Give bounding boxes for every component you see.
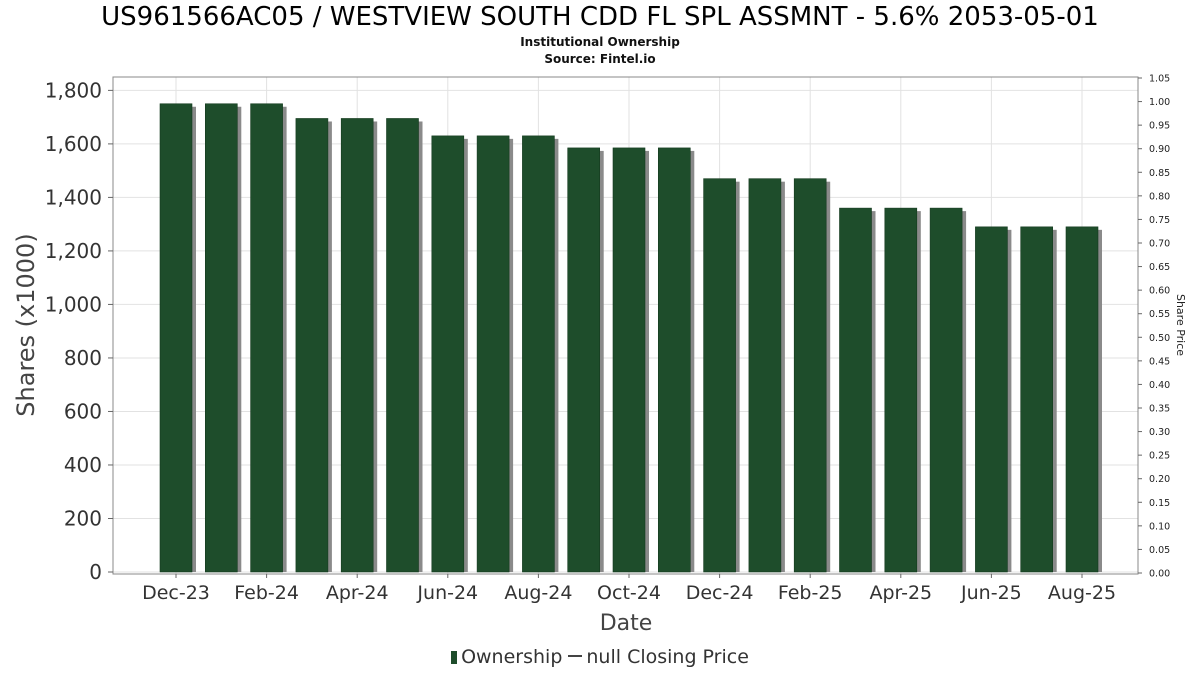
- x-tick-label: Aug-25: [1048, 582, 1116, 604]
- ownership-bar: [1065, 226, 1099, 573]
- ownership-bar: [884, 207, 918, 573]
- y-tick-label: 1,200: [45, 239, 102, 263]
- y2-tick-label: 0.80: [1149, 191, 1170, 202]
- y2-tick-label: 0.95: [1149, 121, 1170, 132]
- y-tick-label: 800: [64, 346, 102, 370]
- ownership-bar: [929, 207, 963, 573]
- y2-tick-label: 0.70: [1149, 239, 1170, 250]
- x-axis-label: Date: [600, 611, 653, 636]
- plot-frame: [112, 76, 1139, 575]
- y-tick-label: 200: [64, 506, 102, 530]
- x-tick-label: Dec-23: [142, 582, 210, 604]
- y-tick-label: 1,400: [45, 185, 102, 209]
- x-tick-label: Feb-24: [234, 582, 299, 604]
- ownership-bar: [159, 103, 193, 573]
- legend-ownership-swatch: [451, 651, 458, 664]
- ownership-bar: [748, 178, 782, 573]
- y2-tick-label: 0.50: [1149, 333, 1170, 344]
- legend-price-label: null Closing Price: [586, 646, 749, 668]
- y-tick-label: 600: [64, 399, 102, 423]
- x-tick-label: Jun-25: [960, 582, 1022, 604]
- ownership-bar: [975, 226, 1008, 573]
- y2-tick-label: 0.55: [1149, 309, 1170, 320]
- ownership-bar: [476, 135, 510, 573]
- y2-tick-label: 0.35: [1149, 404, 1170, 415]
- y2-tick-label: 1.00: [1149, 97, 1170, 108]
- ownership-bar: [703, 178, 736, 573]
- x-tick-label: Dec-24: [686, 582, 754, 604]
- ownership-bar: [839, 207, 872, 573]
- y2-tick-label: 0.85: [1149, 168, 1170, 179]
- y-tick-label: 1,600: [45, 132, 102, 156]
- ownership-bar: [657, 147, 691, 573]
- y2-axis-label: Share Price: [1174, 294, 1187, 356]
- y-tick-label: 1,800: [45, 78, 102, 102]
- ownership-bar: [612, 147, 646, 573]
- y2-tick-label: 0.45: [1149, 356, 1170, 367]
- y2-tick-label: 0.25: [1149, 451, 1170, 462]
- y-tick-label: 1,000: [45, 292, 102, 316]
- ownership-bar: [1020, 226, 1054, 573]
- x-tick-label: Oct-24: [597, 582, 661, 604]
- x-tick-label: Apr-24: [326, 582, 389, 604]
- y-tick-label: 400: [64, 453, 102, 477]
- x-tick-label: Jun-24: [416, 582, 478, 604]
- x-axis: Dec-23 Feb-24 Apr-24 Jun-24 Aug-24 Oct-24 Dec-…: [142, 574, 1116, 604]
- y2-tick-label: 0.90: [1149, 144, 1170, 155]
- x-tick-label: Feb-25: [778, 582, 843, 604]
- ownership-bar: [522, 135, 555, 573]
- y2-tick-label: 0.00: [1149, 569, 1170, 580]
- y2-tick-label: 0.60: [1149, 286, 1170, 297]
- y2-tick-label: 0.20: [1149, 474, 1170, 485]
- x-tick-label: Apr-25: [869, 582, 932, 604]
- chart-canvas: 0 200 400 600 800 1,000 1,200 1,400 1,600 1,800 0…: [12, 74, 1187, 637]
- y2-tick-label: 1.05: [1149, 74, 1170, 85]
- legend-ownership-label: Ownership: [461, 646, 563, 668]
- y2-tick-label: 0.15: [1149, 498, 1170, 509]
- chart-subtitle-ownership: Institutional Ownership: [520, 35, 680, 49]
- ownership-bar: [295, 118, 329, 573]
- y-axis-right: 0.00 0.05 0.10 0.15 0.20 0.25 0.30 0.35 0.40 0.45…: [1138, 74, 1170, 580]
- ownership-bar: [250, 103, 283, 573]
- x-tick-label: Aug-24: [504, 582, 572, 604]
- ownership-bar: [340, 118, 374, 573]
- y2-tick-label: 0.10: [1149, 521, 1170, 532]
- legend: Ownership null Closing Price: [0, 646, 1200, 668]
- bars: [159, 103, 1102, 573]
- y2-tick-label: 0.05: [1149, 545, 1170, 556]
- ownership-bar: [431, 135, 465, 573]
- y-axis-label: Shares (x1000): [12, 233, 40, 416]
- ownership-bar: [567, 147, 601, 573]
- y2-tick-label: 0.30: [1149, 427, 1170, 438]
- ownership-bar: [205, 103, 238, 573]
- chart-subtitle-source: Source: Fintel.io: [544, 52, 656, 66]
- y2-tick-label: 0.75: [1149, 215, 1170, 226]
- y2-tick-label: 0.65: [1149, 262, 1170, 273]
- y2-tick-label: 0.40: [1149, 380, 1170, 391]
- chart-title: US961566AC05 / WESTVIEW SOUTH CDD FL SPL…: [101, 2, 1099, 32]
- ownership-bar: [793, 178, 827, 573]
- y-tick-label: 0: [89, 560, 102, 584]
- ownership-bar: [386, 118, 419, 573]
- legend-price-swatch: [568, 655, 583, 657]
- y-axis-left: 0 200 400 600 800 1,000 1,200 1,400 1,600 1,800: [45, 78, 113, 584]
